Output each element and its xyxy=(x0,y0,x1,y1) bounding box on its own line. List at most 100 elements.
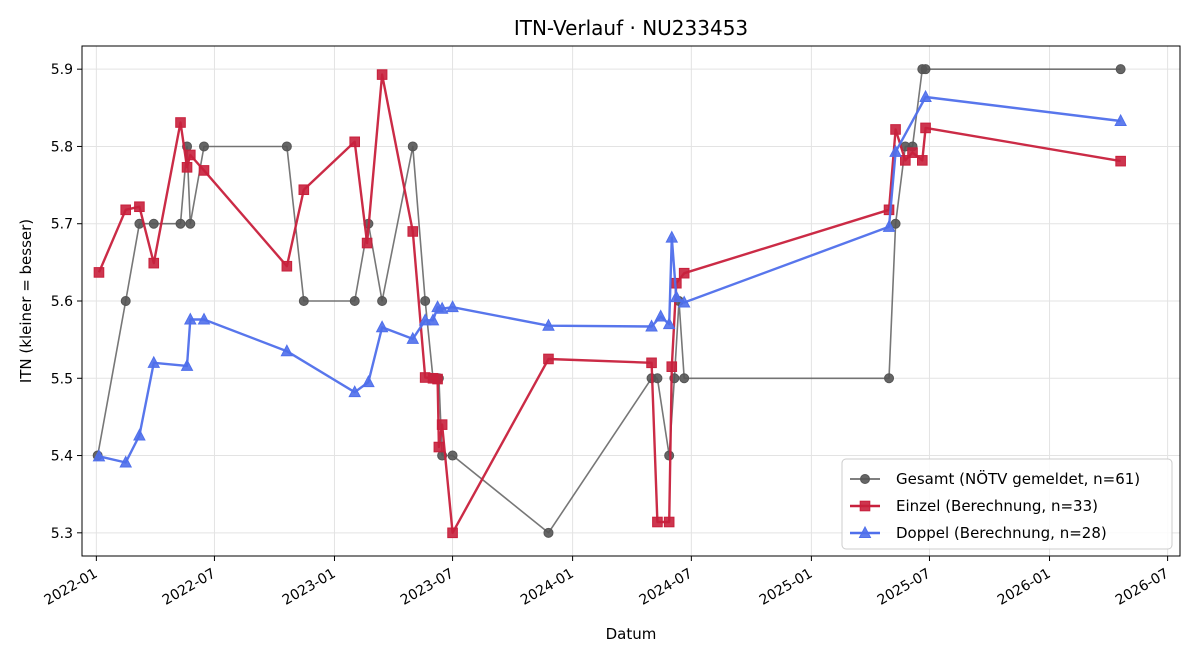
x-tick-label: 2026-07 xyxy=(1113,566,1172,609)
y-axis-label: ITN (kleiner = besser) xyxy=(17,219,35,383)
data-point-einzel xyxy=(349,136,361,148)
data-point-doppel xyxy=(362,375,375,388)
data-point-doppel xyxy=(348,385,362,398)
y-tick-label: 5.5 xyxy=(51,371,73,387)
data-point-einzel xyxy=(920,122,931,134)
data-point-doppel xyxy=(426,313,440,326)
data-point-einzel xyxy=(678,267,690,279)
data-point-gesamt xyxy=(920,64,931,75)
legend-label-gesamt: Gesamt (NÖTV gemeldet, n=61) xyxy=(896,469,1140,488)
x-tick-label: 2025-07 xyxy=(875,566,934,609)
data-point-einzel xyxy=(436,419,448,430)
data-point-einzel xyxy=(120,204,132,216)
y-tick-label: 5.9 xyxy=(51,62,73,78)
series-einzel xyxy=(93,69,1126,539)
x-tick-label: 2025-01 xyxy=(757,566,816,609)
y-tick-label: 5.6 xyxy=(51,294,73,310)
data-point-gesamt xyxy=(447,450,458,461)
data-point-einzel xyxy=(666,361,678,372)
data-point-einzel xyxy=(916,155,928,166)
data-point-doppel xyxy=(677,295,691,308)
data-point-einzel xyxy=(433,441,445,453)
x-tick-label: 2022-07 xyxy=(160,566,219,609)
data-point-einzel xyxy=(890,124,901,135)
data-point-gesamt xyxy=(148,218,159,229)
series-line-doppel xyxy=(98,95,1121,464)
data-point-doppel xyxy=(180,358,194,371)
data-point-doppel xyxy=(542,318,555,331)
y-tick-label: 5.4 xyxy=(51,449,73,465)
data-point-einzel xyxy=(175,117,186,128)
data-point-doppel xyxy=(665,230,679,243)
data-point-doppel xyxy=(133,428,146,441)
legend: Gesamt (NÖTV gemeldet, n=61) Einzel (Bere… xyxy=(841,458,1173,550)
data-point-gesamt xyxy=(679,373,690,384)
data-point-einzel xyxy=(432,373,443,385)
y-axis: 5.3 5.4 5.5 5.6 5.7 5.8 5.9 xyxy=(51,62,82,542)
data-point-einzel xyxy=(93,267,105,278)
legend-label-einzel: Einzel (Berechnung, n=33) xyxy=(896,497,1098,515)
y-tick-label: 5.7 xyxy=(51,217,73,233)
chart-title: ITN-Verlauf · NU233453 xyxy=(514,16,748,40)
data-point-gesamt xyxy=(543,527,554,538)
y-tick-label: 5.8 xyxy=(51,139,73,155)
data-point-gesamt xyxy=(652,373,663,384)
data-point-doppel xyxy=(1114,113,1127,126)
legend-marker-gesamt xyxy=(860,474,870,484)
data-point-einzel xyxy=(652,516,663,528)
data-point-gesamt xyxy=(407,141,418,152)
x-tick-label: 2024-07 xyxy=(637,566,696,609)
series-layer xyxy=(92,64,1127,539)
data-point-einzel xyxy=(148,257,160,269)
data-point-gesamt xyxy=(199,141,209,152)
data-point-einzel xyxy=(198,165,210,176)
data-point-einzel xyxy=(407,226,419,237)
data-point-gesamt xyxy=(349,296,360,306)
data-point-einzel xyxy=(376,69,388,80)
series-line-einzel xyxy=(97,73,1121,534)
data-point-doppel xyxy=(119,455,133,468)
data-point-doppel xyxy=(280,344,294,357)
data-point-einzel xyxy=(298,184,310,196)
legend-marker-einzel xyxy=(859,500,871,512)
data-point-einzel xyxy=(646,357,657,369)
data-point-einzel xyxy=(447,527,458,539)
data-point-gesamt xyxy=(884,373,895,384)
data-point-gesamt xyxy=(298,296,309,306)
data-point-doppel xyxy=(654,309,668,322)
x-axis-label: Datum xyxy=(606,625,657,643)
data-point-einzel xyxy=(184,149,196,161)
data-point-gesamt xyxy=(185,218,196,229)
data-point-doppel xyxy=(147,355,161,368)
legend-marker-doppel xyxy=(858,525,872,538)
data-point-doppel xyxy=(435,301,449,314)
data-point-doppel xyxy=(889,144,902,157)
x-tick-label: 2024-01 xyxy=(518,566,577,609)
data-point-doppel xyxy=(919,89,932,102)
data-point-gesamt xyxy=(120,296,131,306)
data-point-doppel xyxy=(882,219,896,232)
x-tick-label: 2023-01 xyxy=(280,566,339,609)
y-tick-label: 5.3 xyxy=(51,526,73,542)
data-point-doppel xyxy=(418,313,432,326)
data-point-einzel xyxy=(907,147,918,158)
data-point-gesamt xyxy=(420,296,431,306)
data-point-einzel xyxy=(1115,155,1126,167)
data-point-gesamt xyxy=(281,141,292,152)
data-point-einzel xyxy=(543,353,554,365)
data-point-gesamt xyxy=(1115,64,1126,75)
x-tick-label: 2022-01 xyxy=(42,566,101,609)
data-point-doppel xyxy=(197,312,211,325)
data-point-einzel xyxy=(181,162,193,173)
x-axis: 2022-01 2022-07 2023-01 2023-07 2024-01 2024-… xyxy=(42,556,1172,609)
x-tick-label: 2023-07 xyxy=(398,566,457,609)
data-point-einzel xyxy=(281,260,293,272)
data-point-einzel xyxy=(134,201,145,213)
data-point-einzel xyxy=(663,516,675,528)
legend-label-doppel: Doppel (Berechnung, n=28) xyxy=(896,524,1107,542)
data-point-einzel xyxy=(900,155,911,166)
data-point-doppel xyxy=(645,319,658,332)
data-point-gesamt xyxy=(175,218,186,229)
x-tick-label: 2026-01 xyxy=(995,566,1054,609)
